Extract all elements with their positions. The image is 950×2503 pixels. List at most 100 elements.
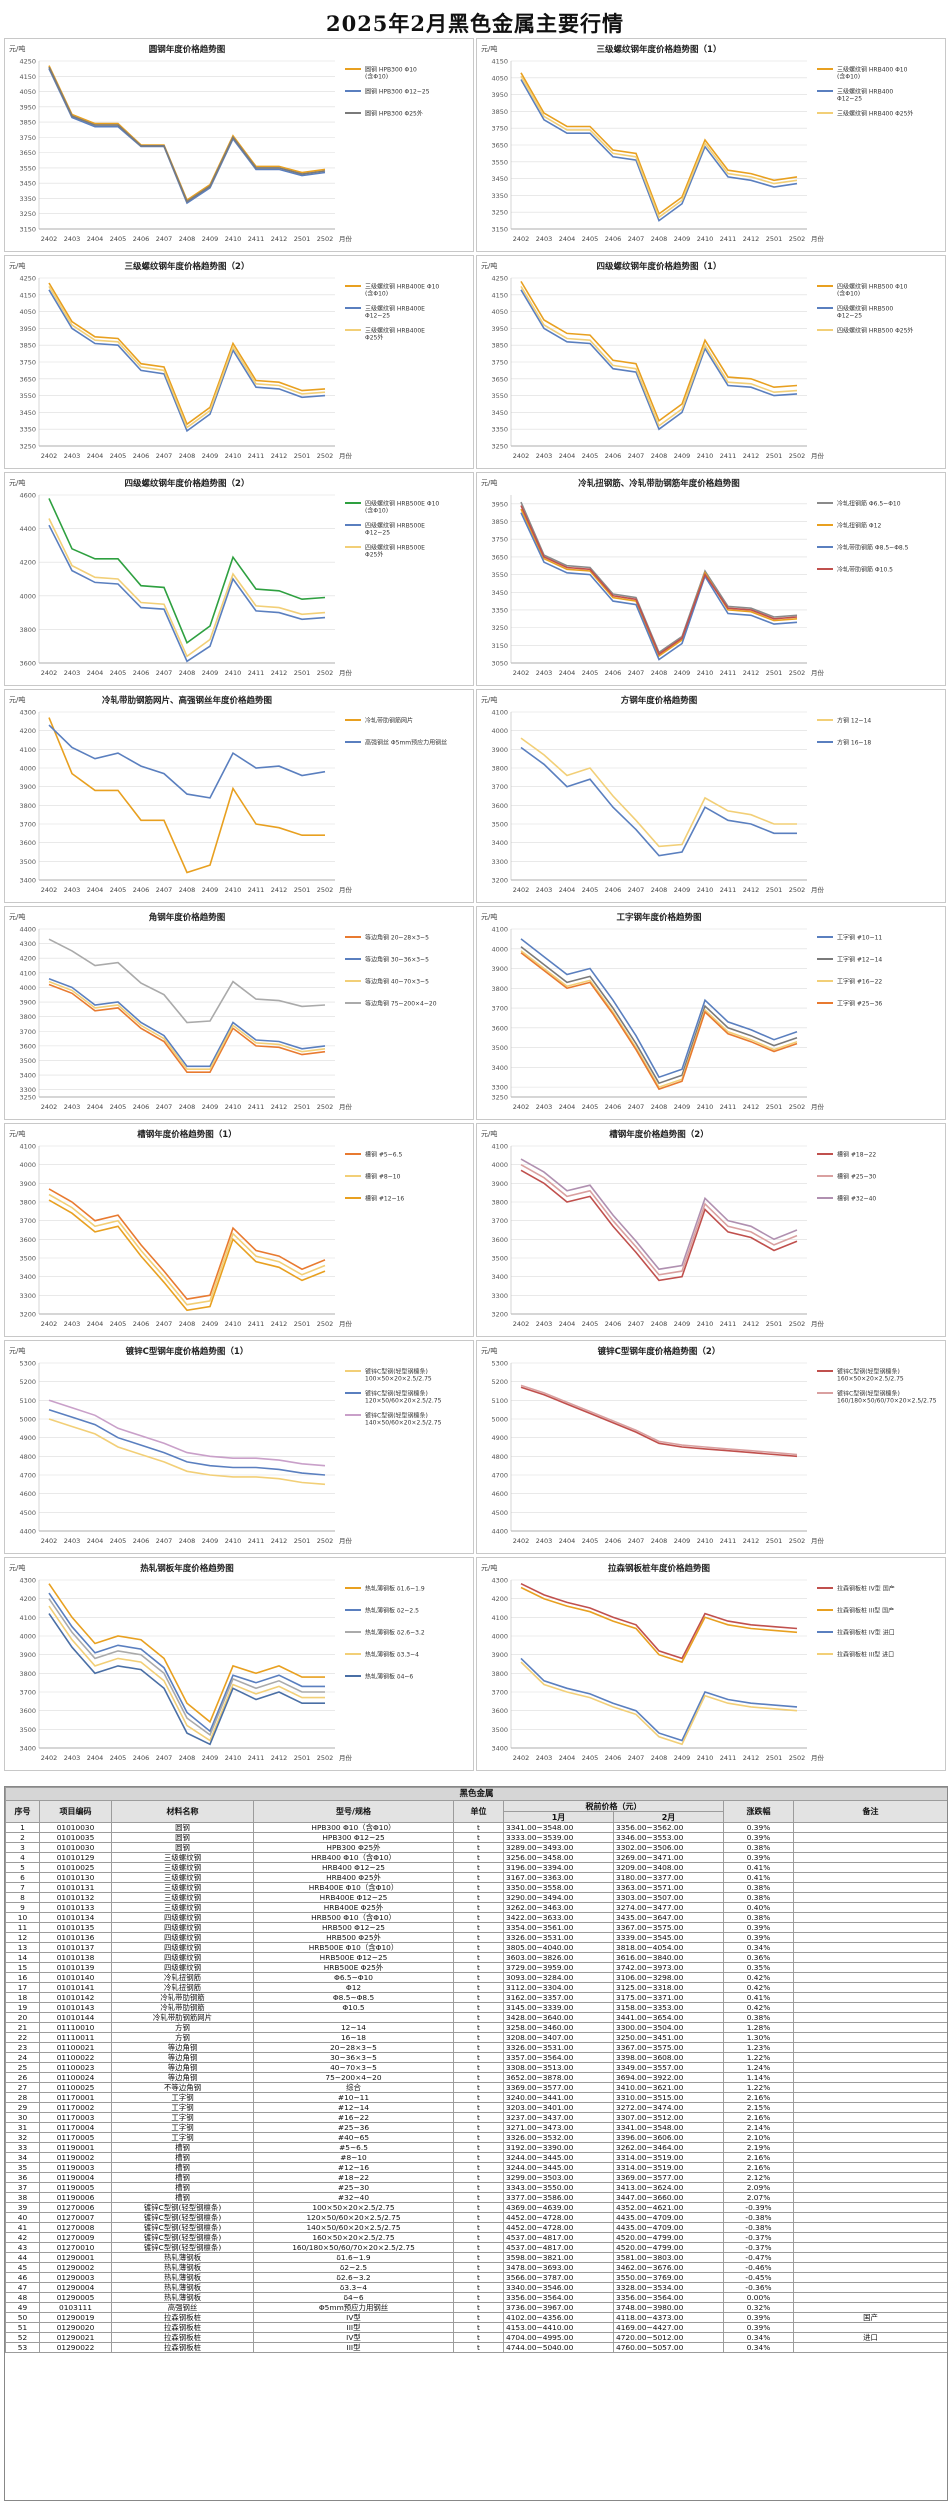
cell-code: 01100021 <box>39 2042 112 2053</box>
y-tick-label: 5100 <box>491 1397 508 1405</box>
x-tick-label: 2406 <box>133 1754 150 1762</box>
y-axis-unit: 元/吨 <box>481 1129 497 1138</box>
x-tick-label: 2403 <box>64 1537 81 1545</box>
col-header-remark: 备注 <box>792 1800 947 1823</box>
y-tick-label: 4100 <box>491 926 508 934</box>
y-tick-label: 4500 <box>19 1509 36 1517</box>
cell-name: 等边角钢 <box>111 2042 254 2053</box>
cell-code: 01100025 <box>39 2082 112 2093</box>
cell-unit: t <box>453 1962 504 1973</box>
series-line <box>48 980 326 1070</box>
x-tick-label: 2407 <box>628 669 645 677</box>
y-tick-label: 3500 <box>19 858 36 866</box>
x-tick-label: 2403 <box>536 1320 553 1328</box>
cell-price-feb: 3441.00~3654.00 <box>613 2012 724 2023</box>
x-tick-label: 2410 <box>697 886 714 894</box>
cell-code: 01290022 <box>39 2342 112 2353</box>
y-tick-label: 3250 <box>491 1094 508 1102</box>
cell-unit: t <box>453 2062 504 2073</box>
cell-price-jan: 3208.00~3407.00 <box>503 2032 614 2043</box>
series-line <box>48 1399 326 1467</box>
x-tick-label: 2405 <box>582 886 599 894</box>
cell-unit: t <box>453 2202 504 2213</box>
cell-price-jan: 3805.00~4040.00 <box>503 1942 614 1953</box>
cell-price-jan: 3652.00~3878.00 <box>503 2072 614 2083</box>
y-tick-label: 4200 <box>19 955 36 963</box>
cell-name: 镀锌C型钢(轻型钢檩条) <box>111 2222 254 2233</box>
y-tick-label: 3550 <box>19 392 36 400</box>
cell-change: -0.37% <box>723 2232 794 2243</box>
col-header-seq: 序号 <box>5 1800 40 1823</box>
cell-unit: t <box>453 1952 504 1963</box>
y-axis-unit: 元/吨 <box>9 912 25 921</box>
cell-price-feb: 3310.00~3515.00 <box>613 2092 724 2103</box>
chart-panel-3: 三级螺纹钢年度价格趋势图（2） 元/吨 3250 3350 3450 3550 3650 37… <box>4 255 474 469</box>
cell-price-jan: 3289.00~3493.00 <box>503 1842 614 1853</box>
cell-seq: 21 <box>5 2022 40 2033</box>
y-tick-label: 3550 <box>19 164 36 172</box>
cell-seq: 17 <box>5 1982 40 1993</box>
x-tick-label: 2411 <box>248 1320 265 1328</box>
x-tick-label: 2409 <box>202 1537 219 1545</box>
chart-16: 拉森钢板桩年度价格趋势图 元/吨 3400 3500 3600 3700 3800 3900 4… <box>481 1563 895 1762</box>
table-row: 30 01170003 工字钢 #16~22 t 3237.00~3437.00 3307.… <box>5 2112 947 2123</box>
cell-price-feb: 3307.00~3512.00 <box>613 2112 724 2123</box>
cell-seq: 28 <box>5 2092 40 2103</box>
series-line <box>520 1661 798 1746</box>
y-tick-label: 4250 <box>491 275 508 283</box>
y-tick-label: 3400 <box>491 1273 508 1281</box>
col-header-change: 涨跌幅 <box>723 1800 794 1823</box>
cell-spec: 综合 <box>253 2082 454 2093</box>
cell-price-jan: 4102.00~4356.00 <box>503 2312 614 2323</box>
x-tick-label: 2501 <box>294 1537 311 1545</box>
chart-7: 冷轧带肋钢筋网片、高强钢丝年度价格趋势图 元/吨 3400 3500 3600 3700 3… <box>9 695 447 894</box>
x-tick-label: 2412 <box>271 669 288 677</box>
y-tick-label: 4100 <box>491 1143 508 1151</box>
legend-label: 镀锌C型钢(轻型钢檩条) 160/180×50/60/70×20×2.5/2.75 <box>837 1390 937 1405</box>
x-tick-label: 2406 <box>133 235 150 243</box>
x-tick-label: 2408 <box>651 1320 668 1328</box>
y-tick-label: 5200 <box>491 1378 508 1386</box>
cell-name: 拉森钢板桩 <box>111 2312 254 2323</box>
legend-label: 槽钢 #18~22 <box>837 1151 876 1159</box>
cell-change: -0.47% <box>723 2252 794 2263</box>
y-tick-label: 4000 <box>491 945 508 953</box>
x-tick-label: 2406 <box>133 1103 150 1111</box>
series-line <box>520 946 798 1085</box>
x-tick-label: 2404 <box>559 669 576 677</box>
x-tick-label: 2410 <box>225 886 242 894</box>
y-tick-label: 3550 <box>491 158 508 166</box>
cell-seq: 25 <box>5 2062 40 2073</box>
cell-unit: t <box>453 2262 504 2273</box>
x-tick-label: 2408 <box>651 669 668 677</box>
cell-remark <box>792 1902 947 1913</box>
chart-title: 槽钢年度价格趋势图（2） <box>609 1129 708 1140</box>
x-tick-label: 2409 <box>674 1754 691 1762</box>
series-line <box>48 938 326 1024</box>
legend-label: 四级螺纹钢 HRB500E Φ25外 <box>365 544 425 559</box>
cell-name: 四级螺纹钢 <box>111 1952 254 1963</box>
table-title: 黑色金属 <box>5 1787 947 1801</box>
series-line <box>520 285 798 428</box>
y-tick-label: 3250 <box>19 1094 36 1102</box>
series-line <box>48 977 326 1068</box>
chart-title: 三级螺纹钢年度价格趋势图（2） <box>125 261 250 272</box>
cell-change: 1.14% <box>723 2072 794 2083</box>
x-axis-unit: 月份 <box>811 1102 825 1111</box>
cell-spec: 75~200×4~20 <box>253 2072 454 2083</box>
cell-code: 01170001 <box>39 2092 112 2103</box>
table-row: 12 01010136 四级螺纹钢 HRB500 Φ25外 t 3326.00~3531.… <box>5 1932 947 1943</box>
y-tick-label: 3900 <box>491 1651 508 1659</box>
x-tick-label: 2403 <box>536 452 553 460</box>
y-tick-label: 3850 <box>19 342 36 350</box>
x-tick-label: 2501 <box>294 1320 311 1328</box>
y-tick-label: 4300 <box>491 1577 508 1585</box>
legend-label: 槽钢 #5~6.5 <box>365 1151 403 1159</box>
chart-panel-8: 方钢年度价格趋势图 元/吨 3200 3300 3400 3500 3600 3700 3800… <box>476 689 946 903</box>
cell-change: 2.16% <box>723 2162 794 2173</box>
cell-price-feb: 3367.00~3575.00 <box>613 2042 724 2053</box>
y-tick-label: 3400 <box>19 1745 36 1753</box>
x-tick-label: 2404 <box>87 1320 104 1328</box>
y-tick-label: 3450 <box>491 175 508 183</box>
table-row: 52 01290021 拉森钢板桩 IV型 t 4704.00~4995.00 4720.0… <box>5 2332 947 2343</box>
